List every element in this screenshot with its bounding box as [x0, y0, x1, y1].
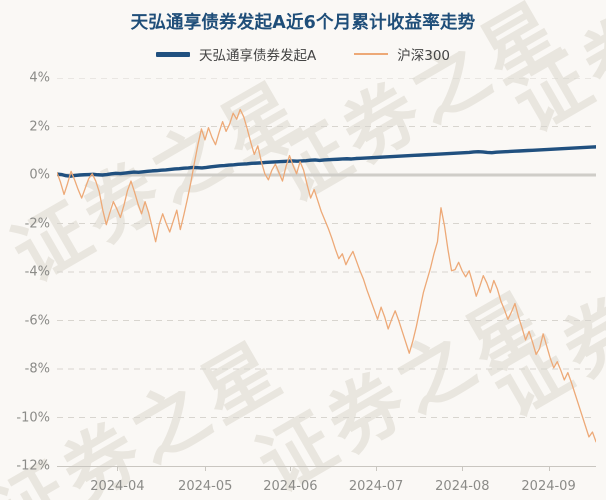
x-axis-tick-mark	[205, 466, 207, 471]
x-axis-tick-label: 2024-05	[178, 479, 233, 494]
legend-label-fund: 天弘通享债券发起A	[198, 48, 317, 64]
x-axis-tick-label: 2024-07	[348, 479, 404, 494]
y-axis-tick-label: -12%	[16, 458, 50, 474]
x-axis-tick-label: 2024-06	[263, 479, 318, 494]
x-axis-tick-label: 2024-09	[521, 479, 576, 494]
legend-item-index[interactable]: 沪深300	[354, 44, 450, 64]
y-axis-labels: 4% 2% 0% -2% -4% -6% -8% -10% -12%	[0, 0, 50, 500]
legend-label-index: 沪深300	[397, 48, 451, 64]
chart-legend: 天弘通享债券发起A 沪深300	[0, 44, 606, 64]
x-axis-labels: 2024-04 2024-05 2024-06 2024-07 2024-08 2024-…	[0, 471, 606, 499]
y-axis-tick-label: -10%	[16, 410, 50, 425]
x-axis-tick-mark	[117, 466, 119, 471]
y-axis-tick-label: -2%	[24, 216, 50, 231]
y-axis-tick-label: -6%	[24, 313, 50, 328]
x-axis-tick-mark	[548, 466, 550, 471]
x-axis-tick-mark	[462, 466, 464, 471]
x-axis-tick-label: 2024-04	[90, 479, 145, 494]
series-line-fund	[57, 145, 596, 178]
legend-line-icon	[155, 51, 190, 57]
plot-svg	[57, 78, 596, 443]
chart-title: 天弘通享债券发起A近6个月累计收益率走势	[130, 13, 476, 33]
plot-area	[57, 78, 596, 466]
x-axis-tick-label: 2024-08	[435, 479, 490, 494]
legend-item-fund[interactable]: 天弘通享债券发起A	[155, 44, 317, 64]
x-axis-line	[57, 466, 596, 467]
y-axis-tick-label: 2%	[29, 119, 50, 134]
series-line-index	[57, 108, 596, 443]
x-axis-tick-mark	[290, 466, 292, 471]
x-axis-tick-mark	[376, 466, 378, 471]
legend-line-icon	[354, 53, 389, 55]
y-axis-tick-label: 4%	[29, 70, 50, 86]
y-axis-tick-label: -8%	[24, 361, 50, 377]
y-axis-tick-label: -4%	[24, 264, 50, 280]
y-axis-tick-label: 0%	[29, 167, 50, 183]
